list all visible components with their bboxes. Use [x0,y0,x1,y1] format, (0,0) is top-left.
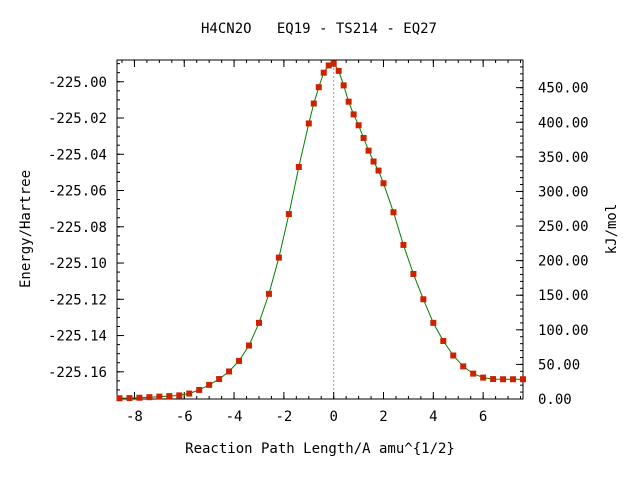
y2-tick-label: 150.00 [538,288,589,304]
y2-tick-label: 350.00 [538,150,589,166]
y2-tick-label: 300.00 [538,184,589,200]
series-layer [116,60,526,402]
y2-tick-label: 450.00 [538,81,589,97]
data-point [325,62,332,69]
y-tick-label: -225.10 [48,256,107,272]
data-point [490,376,497,383]
y-tick-label: -225.06 [48,184,107,200]
data-point [136,394,143,401]
data-point [186,390,193,397]
data-point [430,319,437,326]
plot-area [116,59,524,400]
data-point [206,381,213,388]
data-point [340,82,347,89]
data-point [345,98,352,105]
data-point [196,386,203,393]
data-point [330,60,337,67]
data-point [390,209,397,216]
x-tick-label: -4 [226,409,243,425]
data-point [255,319,262,326]
data-point [335,67,342,74]
data-point [510,376,517,383]
data-point [360,134,367,141]
data-point [410,270,417,277]
data-point [320,69,327,76]
data-point [176,392,183,399]
data-point [116,395,123,402]
y2-tick-label: 200.00 [538,254,589,270]
axis-ticks: -8 -6 -4 -2 0 2 4 6 -225.00 -225.02 -225.04 -225.06… [48,59,589,425]
y2-tick-label: 50.00 [538,357,580,373]
y-tick-label: -225.14 [48,329,107,345]
y-axis-label: Energy/Hartree [18,170,34,288]
y-tick-label: -225.12 [48,292,107,308]
y2-tick-label: 100.00 [538,323,589,339]
data-point [460,363,467,370]
data-point [166,393,173,400]
data-point [520,376,526,383]
data-point [355,122,362,129]
series-line [119,62,523,399]
data-point [275,254,282,261]
x-axis-label: Reaction Path Length/A amu^{1/2} [185,441,455,457]
data-point [236,357,243,364]
y-tick-label: -225.08 [48,220,107,236]
y2-axis-label: kJ/mol [604,204,620,255]
y-tick-label: -225.02 [48,111,107,127]
y2-tick-label: 0.00 [538,392,572,408]
data-point [350,111,357,118]
data-point [216,376,223,383]
x-tick-label: 2 [379,409,387,425]
data-point [126,395,133,402]
data-point [470,370,477,377]
y-tick-label: -225.16 [48,365,107,381]
data-point [265,290,272,297]
data-point [420,296,427,303]
data-point [480,374,487,381]
data-point [246,342,253,349]
data-point [226,368,233,375]
x-tick-label: 0 [329,409,337,425]
data-point [450,352,457,359]
data-point [305,120,312,127]
data-point [370,158,377,165]
data-point [310,100,317,107]
chart-title: H4CN2O EQ19 - TS214 - EQ27 [201,21,437,37]
y-tick-label: -225.00 [48,75,107,91]
data-point [500,376,507,383]
x-tick-label: 4 [429,409,437,425]
x-tick-label: -8 [126,409,143,425]
x-tick-label: -2 [275,409,292,425]
y-tick-label: -225.04 [48,147,107,163]
data-point [365,147,372,154]
data-point [375,167,382,174]
x-tick-label: 6 [479,409,487,425]
data-point [156,393,163,400]
x-tick-label: -6 [176,409,193,425]
data-point [295,163,302,170]
data-point [285,211,292,218]
y2-tick-label: 250.00 [538,219,589,235]
data-point [440,337,447,344]
data-point [146,394,153,401]
y2-tick-label: 400.00 [538,115,589,131]
data-point [380,180,387,187]
data-point [400,241,407,248]
data-point [315,84,322,91]
